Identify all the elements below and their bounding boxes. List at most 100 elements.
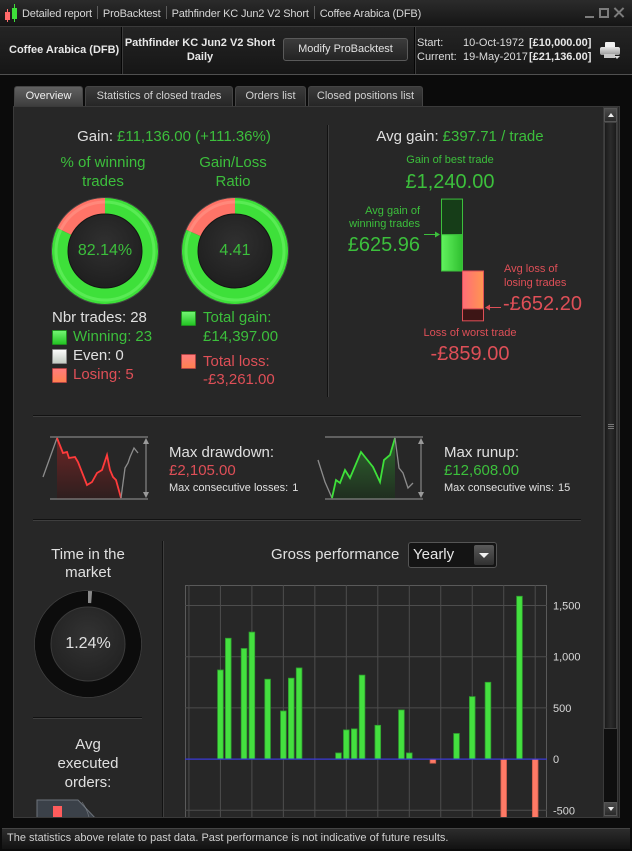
tab-statistics-of-closed-trades[interactable]: Statistics of closed trades bbox=[85, 86, 233, 106]
start-capital: [£10,000.00] bbox=[529, 37, 592, 49]
donut-center-disc bbox=[67, 213, 143, 289]
chart-bar-positive bbox=[264, 678, 271, 760]
chart-bar-positive bbox=[217, 669, 224, 760]
y-tick-label: -500 bbox=[553, 805, 575, 817]
window-title: Detailed report ProBacktest Pathfinder KC … bbox=[22, 6, 421, 21]
period-select[interactable]: Yearly bbox=[408, 542, 497, 568]
avg-executed-orders-title: orders: bbox=[64, 774, 112, 791]
chart-bar-positive bbox=[288, 677, 295, 760]
title-segment: Pathfinder KC Jun2 V2 Short bbox=[171, 8, 309, 20]
chart-bar-positive bbox=[469, 696, 476, 760]
nbr-trades-label: Nbr trades: bbox=[52, 309, 127, 326]
section-divider-vertical bbox=[327, 125, 329, 397]
tab-overview[interactable]: Overview bbox=[14, 86, 83, 106]
avg-gain-arrow-icon bbox=[424, 231, 440, 238]
total-loss-label: Total loss: bbox=[203, 353, 270, 370]
even-label: Even: bbox=[73, 347, 112, 364]
gauge-marker bbox=[53, 806, 62, 817]
maximize-icon[interactable] bbox=[599, 6, 610, 19]
donut-center-disc bbox=[50, 606, 126, 682]
tab-orders-list[interactable]: Orders list bbox=[235, 86, 306, 106]
current-label: Current: bbox=[417, 51, 457, 63]
drawdown-illustration-icon bbox=[42, 436, 149, 500]
title-separator bbox=[313, 6, 315, 19]
nbr-trades-value: 28 bbox=[130, 309, 147, 326]
gain-loss-ratio-title: Ratio bbox=[215, 173, 251, 190]
time-in-market-title: market bbox=[65, 564, 111, 581]
winning-pct-title: trades bbox=[82, 173, 124, 190]
win-loss-box-chart bbox=[441, 198, 484, 322]
ring-highlight bbox=[59, 200, 106, 231]
arrow-head bbox=[418, 438, 424, 444]
current-capital: [£21,136.00] bbox=[529, 51, 592, 63]
equity-line-before bbox=[42, 437, 58, 478]
chart-bar-positive bbox=[343, 729, 350, 760]
losing-share-arc bbox=[57, 198, 106, 236]
winning-legend-swatch bbox=[52, 330, 67, 345]
drawdown-area bbox=[57, 438, 121, 499]
total-gain-label: Total gain: bbox=[203, 309, 272, 326]
start-label: Start: bbox=[417, 37, 444, 49]
scroll-up-button[interactable] bbox=[604, 108, 617, 122]
arrow-down-icon bbox=[608, 807, 614, 811]
max-runup-label: Max runup: bbox=[444, 444, 520, 461]
title-segment: Coffee Arabica (DFB) bbox=[319, 8, 422, 20]
ring-highlight bbox=[54, 200, 156, 302]
winning-value: 23 bbox=[135, 328, 153, 345]
max-consecutive-wins-value: 15 bbox=[558, 482, 571, 494]
best-trade-bar bbox=[441, 198, 463, 236]
time-in-market-title: Time in the bbox=[51, 546, 125, 563]
gain-loss-ratio-donut bbox=[181, 197, 289, 305]
vertical-scrollbar[interactable] bbox=[603, 107, 618, 817]
tab-closed-positions-list[interactable]: Closed positions list bbox=[308, 86, 423, 106]
losing-label: Losing: bbox=[73, 366, 122, 383]
chart-bar-negative bbox=[500, 758, 507, 817]
donut-ring bbox=[52, 198, 158, 304]
chart-bar-positive bbox=[350, 728, 358, 760]
y-tick-label: 1,500 bbox=[553, 600, 581, 612]
green-candle-body bbox=[12, 8, 17, 19]
chart-bar-positive bbox=[374, 724, 382, 760]
donut-ring bbox=[35, 590, 141, 697]
arrow-up-icon bbox=[608, 113, 614, 117]
max-consecutive-wins-label: Max consecutive wins: bbox=[444, 482, 555, 494]
total-gain-summary: Gain: £11,136.00 (+111.36%) bbox=[77, 128, 271, 146]
section-divider bbox=[33, 415, 581, 417]
close-icon[interactable] bbox=[613, 6, 625, 19]
printer-paper bbox=[605, 42, 615, 48]
tab-label: Statistics of closed trades bbox=[96, 90, 222, 102]
avg-losing-trade-label: losing trades bbox=[504, 277, 567, 289]
printer-tray bbox=[604, 54, 615, 58]
printer-icon[interactable] bbox=[599, 42, 621, 60]
strategy-timeframe: Daily bbox=[186, 51, 214, 63]
chart-bar-positive bbox=[484, 681, 492, 760]
runup-illustration-icon bbox=[317, 436, 424, 500]
arrow-head bbox=[143, 492, 149, 498]
disclaimer-footer: The statistics above relate to past data… bbox=[2, 828, 630, 849]
winning-pct-title: % of winning bbox=[60, 154, 146, 171]
red-candle-body bbox=[5, 12, 10, 20]
period-select-button[interactable] bbox=[474, 545, 494, 565]
losing-value: 5 bbox=[125, 366, 134, 383]
minimize-icon[interactable] bbox=[585, 6, 596, 19]
even-count: Even: 0 bbox=[73, 347, 124, 365]
ring-highlight bbox=[184, 200, 286, 302]
time-in-market-value: 1.24% bbox=[65, 635, 111, 652]
modify-probacktest-button[interactable]: Modify ProBacktest bbox=[283, 38, 408, 61]
max-consecutive-wins: Max consecutive wins: 15 bbox=[444, 481, 570, 495]
header-divider bbox=[121, 27, 123, 74]
grip-icon bbox=[608, 428, 614, 429]
avg-executed-orders-title: executed bbox=[57, 755, 119, 772]
even-value: 0 bbox=[115, 347, 124, 364]
gain-label: Gain: bbox=[77, 128, 113, 145]
worst-trade-label: Loss of worst trade bbox=[423, 327, 517, 339]
scroll-thumb[interactable] bbox=[604, 122, 617, 729]
avg-executed-orders-title: Avg bbox=[75, 736, 101, 753]
tab-label: Overview bbox=[25, 90, 72, 102]
section-divider bbox=[33, 519, 581, 521]
winning-count: Winning: 23 bbox=[73, 328, 152, 346]
avg-loss-bar bbox=[462, 270, 484, 310]
executed-orders-gauge-icon bbox=[36, 799, 95, 817]
avg-winning-trade-label: Avg gain of bbox=[365, 205, 420, 217]
scroll-down-button[interactable] bbox=[604, 802, 617, 816]
